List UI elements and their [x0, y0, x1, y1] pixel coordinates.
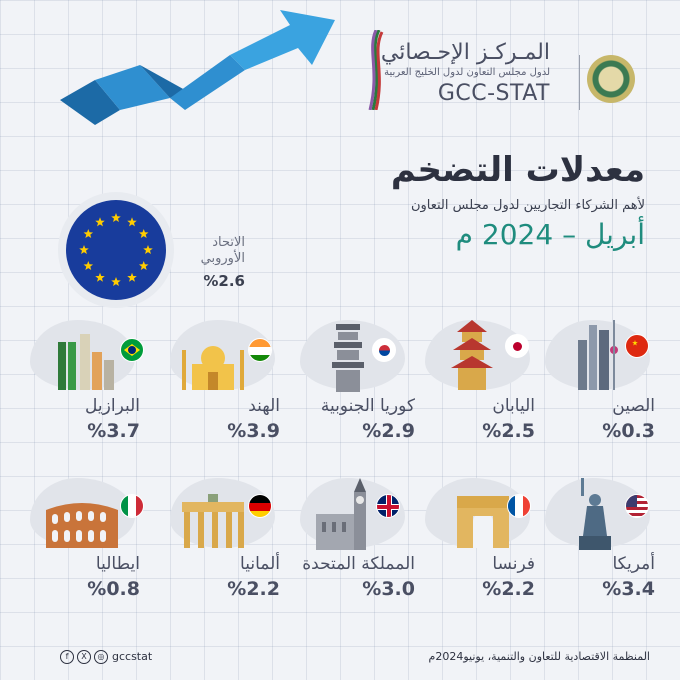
- shanghai-skyline-icon: [578, 320, 618, 390]
- italy-flag-icon: [120, 494, 144, 518]
- inflation-value: %2.9: [362, 420, 415, 442]
- brasilia-buildings-icon: [58, 334, 114, 390]
- facebook-icon[interactable]: f: [60, 650, 74, 664]
- brazil-flag-icon: [120, 338, 144, 362]
- country-card-france: فرنسا %2.2: [425, 478, 545, 600]
- colosseum-icon: [46, 503, 118, 548]
- social-handle[interactable]: gccstat: [112, 650, 153, 663]
- country-card-usa: أمريكا %3.4: [545, 478, 665, 600]
- pagoda-icon: [451, 320, 493, 390]
- eu-star: [111, 213, 121, 223]
- country-card-korea: كوريا الجنوبية %2.9: [300, 320, 420, 442]
- inflation-value: %2.2: [482, 578, 535, 600]
- eu-star: [138, 261, 149, 271]
- logo-text: المـركـز الإحـصائي لدول مجلس التعاون لدو…: [381, 40, 550, 108]
- country-card-uk: المملكة المتحدة %3.0: [300, 478, 420, 600]
- country-name: البرازيل: [85, 396, 140, 416]
- taj-mahal-icon: [182, 346, 244, 390]
- country-name: الصين: [612, 396, 655, 416]
- country-name: اليابان: [492, 396, 535, 416]
- eu-label-line2: الأوروبي: [200, 251, 245, 266]
- country-name: فرنسا: [492, 554, 535, 574]
- country-card-japan: اليابان %2.5: [425, 320, 545, 442]
- report-date: أبريل – 2024 م: [455, 218, 645, 251]
- page-title: معدلات التضخم: [390, 150, 645, 190]
- page-subtitle: لأهم الشركاء التجاريين لدول مجلس التعاون: [410, 198, 645, 213]
- eu-star: [83, 261, 94, 271]
- org-name-ar: المـركـز الإحـصائي: [380, 40, 550, 65]
- country-name: ايطاليا: [95, 554, 140, 574]
- logo-divider: [579, 55, 580, 110]
- eu-star: [83, 229, 94, 239]
- country-card-china: الصين %0.3: [545, 320, 665, 442]
- usa-flag-icon: [625, 494, 649, 518]
- eu-flag-icon: [66, 200, 166, 300]
- eu-star: [79, 245, 89, 255]
- country-card-germany: ألمانيا %2.2: [170, 478, 290, 600]
- inflation-value: %2.2: [227, 578, 280, 600]
- statue-of-liberty-icon: [579, 478, 611, 550]
- inflation-value: %3.0: [362, 578, 415, 600]
- eu-star: [143, 245, 153, 255]
- gcc-emblem-icon: [587, 55, 635, 103]
- eu-star: [127, 272, 137, 282]
- inflation-value: %3.4: [602, 578, 655, 600]
- france-flag-icon: [507, 494, 531, 518]
- china-flag-icon: [625, 334, 649, 358]
- eu-star: [127, 217, 137, 227]
- eu-value: %2.6: [203, 272, 245, 290]
- eu-star: [95, 272, 105, 282]
- country-name: كوريا الجنوبية: [320, 396, 415, 416]
- inflation-value: %0.3: [602, 420, 655, 442]
- india-flag-icon: [248, 338, 272, 362]
- eu-star: [111, 277, 121, 287]
- eu-stars: [79, 213, 153, 287]
- arc-de-triomphe-icon: [457, 496, 509, 548]
- eu-label-line1: الاتحاد: [212, 235, 245, 250]
- source-note: المنظمة الاقتصادية للتعاون والتنمية، يون…: [428, 650, 650, 663]
- eu-star: [138, 229, 149, 239]
- eu-label: الاتحاد الأوروبي: [175, 235, 245, 267]
- org-name-en: GCC-STAT: [437, 81, 550, 106]
- country-name: ألمانيا: [240, 554, 280, 574]
- uk-flag-icon: [376, 494, 400, 518]
- x-icon[interactable]: X: [77, 650, 91, 664]
- country-card-india: الهند %3.9: [170, 320, 290, 442]
- inflation-value: %0.8: [87, 578, 140, 600]
- country-name: الهند: [248, 396, 280, 416]
- org-sub-ar: لدول مجلس التعاون لدول الخليج العربية: [384, 67, 550, 78]
- korean-pagoda-icon: [332, 324, 364, 392]
- logo-stripes-icon: [368, 30, 384, 110]
- inflation-value: %3.7: [87, 420, 140, 442]
- inflation-value: %3.9: [227, 420, 280, 442]
- country-name: المملكة المتحدة: [302, 554, 415, 574]
- rising-arrow-graphic: [60, 10, 335, 125]
- brandenburg-gate-icon: [182, 494, 244, 548]
- eu-star: [95, 217, 105, 227]
- inflation-value: %2.5: [482, 420, 535, 442]
- japan-flag-icon: [505, 334, 529, 358]
- big-ben-icon: [316, 478, 366, 550]
- korea-flag-icon: [372, 338, 396, 362]
- country-card-italy: ايطاليا %0.8: [30, 478, 150, 600]
- country-card-brazil: البرازيل %3.7: [30, 320, 150, 442]
- instagram-icon[interactable]: ◎: [94, 650, 108, 664]
- germany-flag-icon: [248, 494, 272, 518]
- country-name: أمريكا: [612, 554, 655, 574]
